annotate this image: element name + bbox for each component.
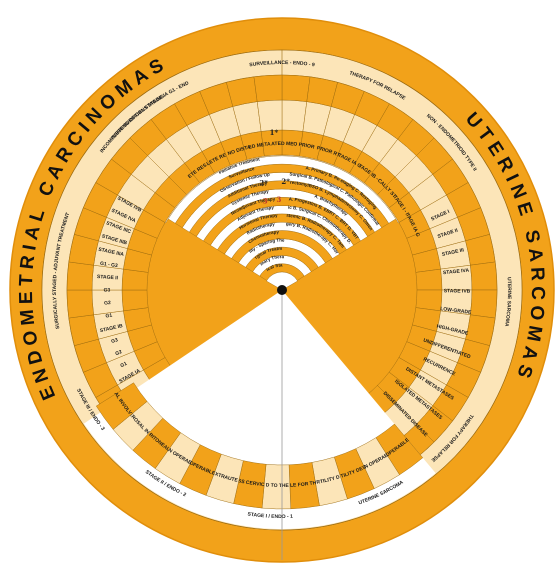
right-stage-cell: STAGE IVB (444, 288, 471, 294)
left-stage-cell: G1 (105, 313, 113, 320)
right-stage-cell: LOW-GRADE (440, 306, 472, 316)
left-stage-cell: STAGE IB (99, 323, 123, 334)
footnote-symbol: 1* (270, 128, 279, 137)
wheel-cell (415, 268, 443, 291)
wheel-cell (121, 289, 149, 312)
left-stage-cell: STAGE II (97, 274, 119, 281)
category-label: UTERINE SARCOMA (503, 277, 512, 327)
wheel-cell (281, 74, 311, 102)
wheel-cell (66, 289, 94, 319)
left-stage-cell: G1 (120, 361, 129, 369)
wheel-cell (121, 268, 149, 291)
left-stage-cell: G3 (111, 337, 119, 345)
left-stage-cell: STAGE IIIA (98, 247, 125, 258)
footnote-symbol: 2* (281, 177, 290, 186)
pivot-dot[interactable] (277, 285, 287, 295)
wheel-cell (470, 261, 498, 291)
wheel-cell (281, 99, 308, 132)
left-stage-cell: G2 (104, 300, 111, 307)
left-stage-cell: G2 (115, 349, 124, 357)
right-stage-cell: STAGE III (441, 247, 465, 258)
right-stage-cell: STAGE IVA (443, 268, 470, 277)
hub-area (266, 271, 298, 291)
stage-label: STAGE I / ENDO - 1 (247, 511, 293, 520)
wheel-cell (256, 99, 283, 132)
stage-cell (95, 382, 148, 430)
category-label: SURVEILLANCE - ENDO - 9 (249, 60, 315, 68)
wheel-cell (66, 261, 94, 291)
left-stage-cell: G3 (104, 287, 111, 293)
footnote-symbol: 3 (276, 195, 281, 204)
wheel-cell (415, 289, 443, 312)
left-stage-cell: G1 - G3 (100, 261, 119, 269)
wheel-cell (253, 74, 283, 102)
wheel-cell (470, 289, 498, 319)
footnote-symbol: 2* (259, 179, 268, 188)
inner-gap-band (164, 154, 400, 224)
footnote-symbol: 3 (263, 197, 268, 206)
